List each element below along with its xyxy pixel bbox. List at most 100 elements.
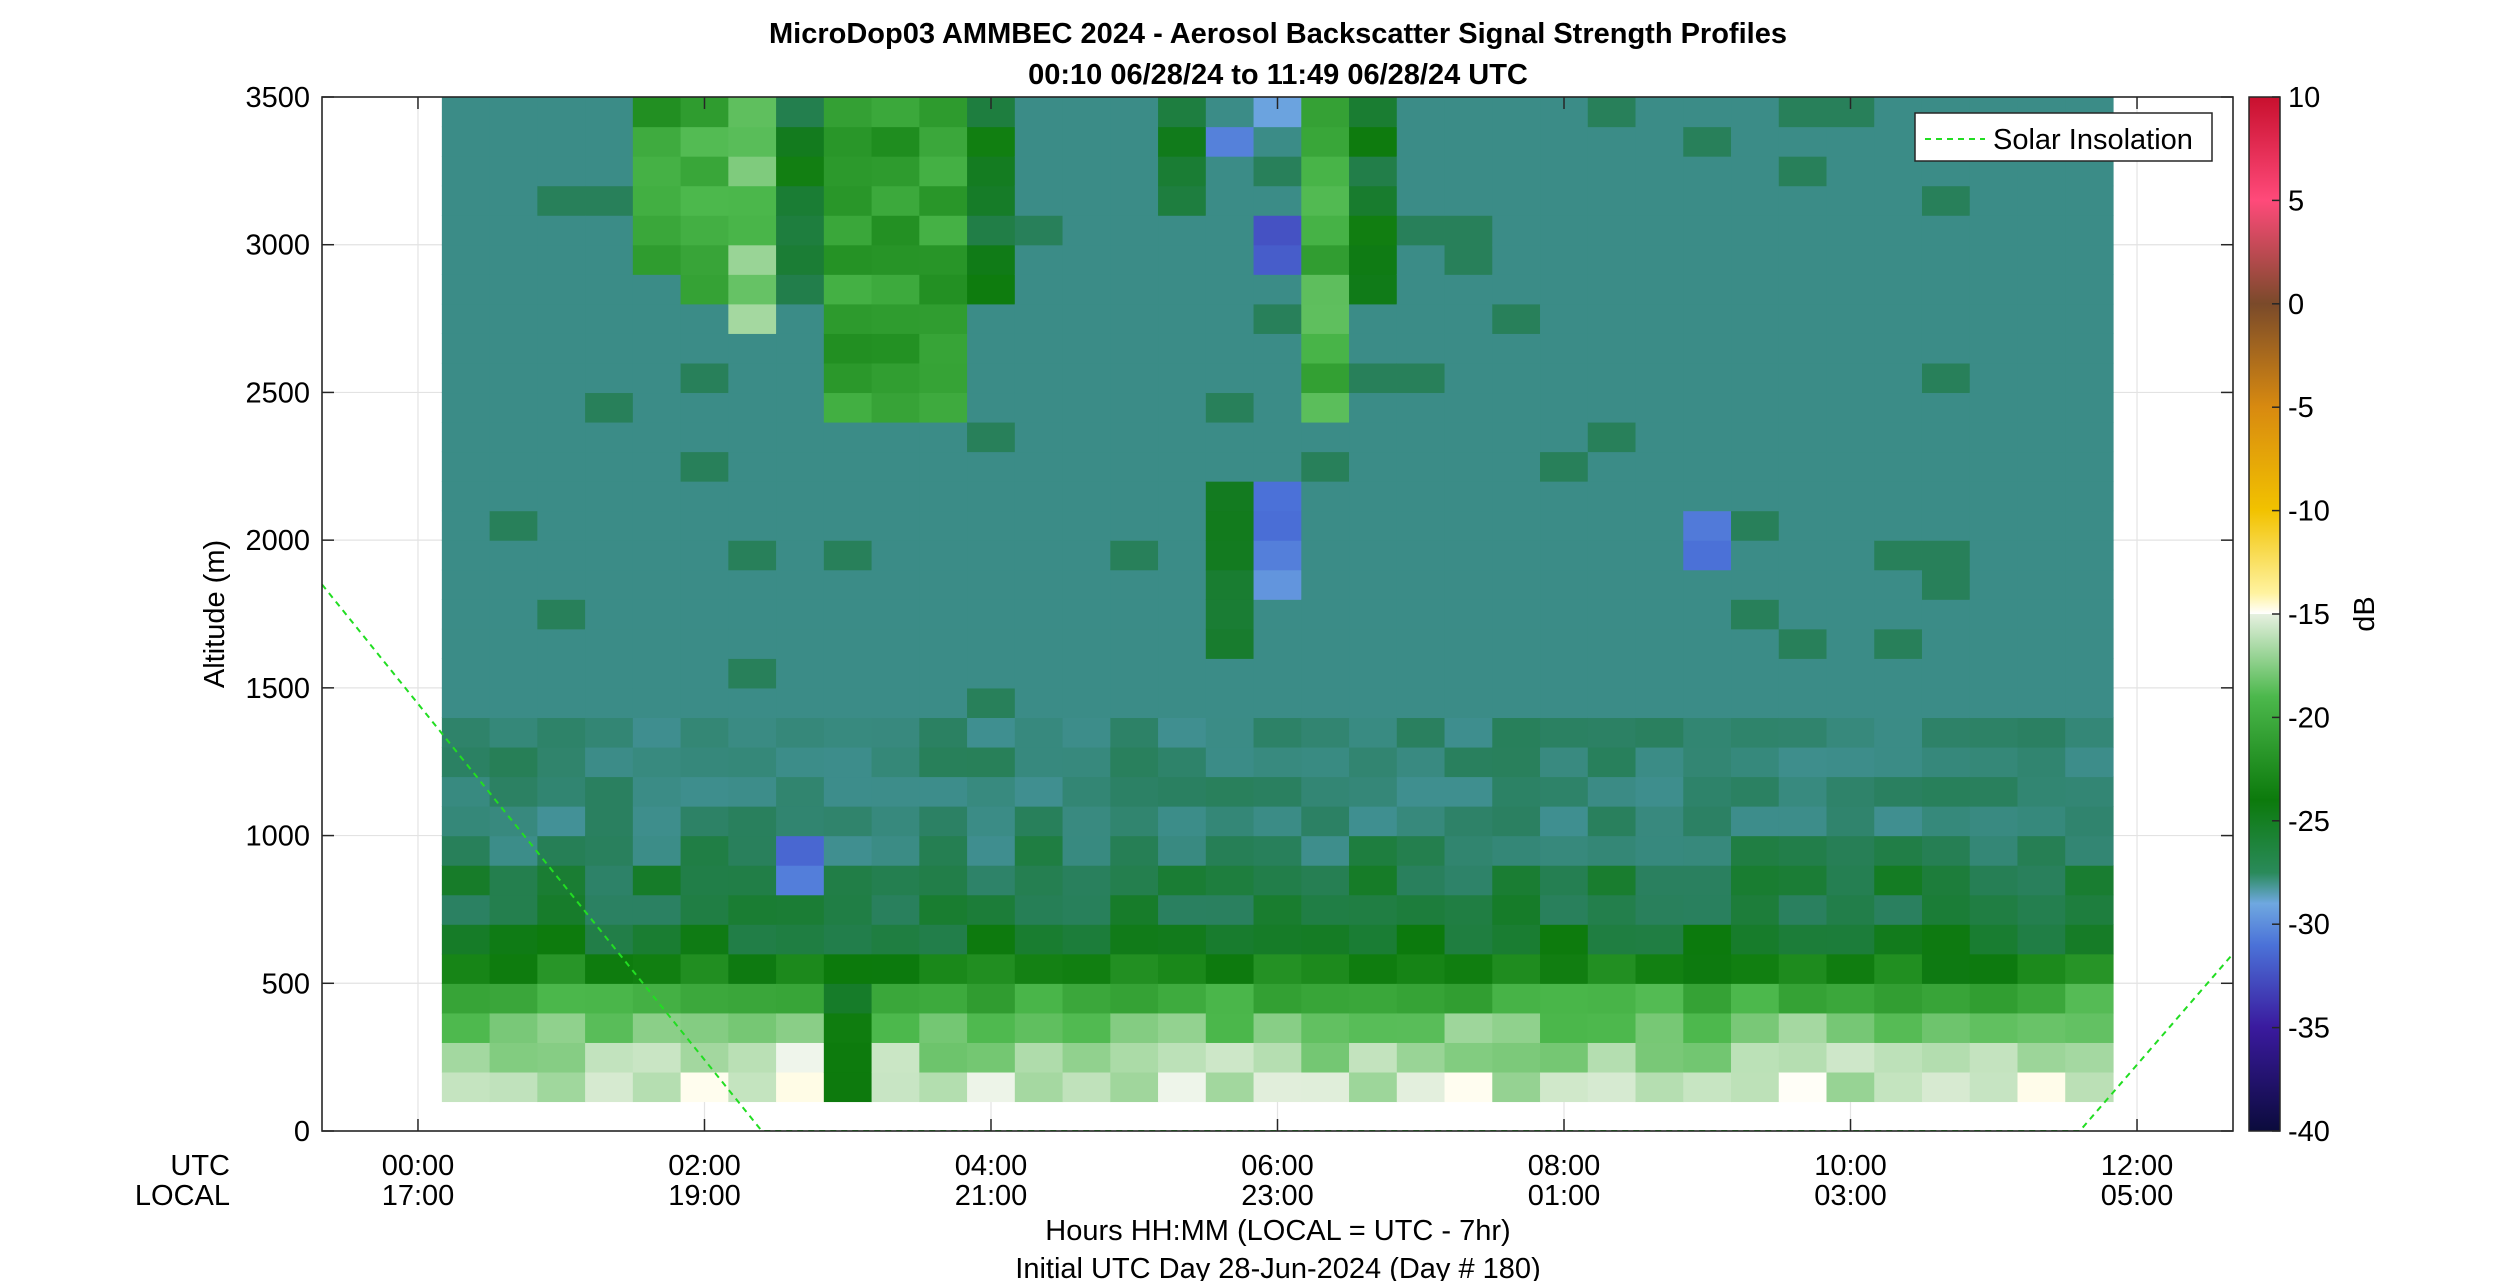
heatmap-cell — [585, 362, 634, 394]
heatmap-cell — [728, 776, 777, 807]
heatmap-cell — [919, 540, 968, 571]
heatmap-cell — [632, 303, 682, 334]
heatmap-cell — [537, 540, 586, 571]
heatmap-cell — [1540, 274, 1589, 305]
heatmap-cell — [919, 215, 968, 246]
heatmap-cell — [489, 599, 538, 630]
heatmap-cell — [1874, 835, 1923, 866]
heatmap-cell — [489, 1071, 538, 1103]
heatmap-cell — [1683, 1071, 1732, 1103]
heatmap-cell — [1396, 274, 1446, 305]
heatmap-cell — [1396, 1071, 1446, 1103]
heatmap-cell — [489, 244, 538, 275]
heatmap-cell — [585, 717, 634, 748]
heatmap-cell — [1253, 215, 1302, 246]
heatmap-cell — [1444, 362, 1493, 394]
heatmap-cell — [1158, 215, 1207, 246]
heatmap-cell — [2065, 687, 2114, 718]
heatmap-cell — [1683, 451, 1732, 482]
heatmap-cell — [1301, 392, 1350, 423]
heatmap-cell — [1110, 185, 1159, 216]
heatmap-cell — [1683, 392, 1732, 423]
heatmap-cell — [2017, 953, 2066, 984]
y-ticks: 0 500 1000 1500 2000 2500 3000 3500 — [245, 82, 2233, 1148]
heatmap-cell — [1253, 835, 1302, 866]
heatmap-cell — [1158, 510, 1207, 541]
heatmap-cell — [871, 451, 920, 482]
heatmap-cell — [1396, 392, 1446, 423]
heatmap-cell — [1731, 776, 1780, 807]
heatmap-cell — [823, 628, 873, 659]
colorbar-label: dB — [2349, 596, 2381, 631]
heatmap-cell — [1540, 953, 1589, 984]
heatmap-cell — [823, 215, 873, 246]
heatmap-cell — [823, 362, 873, 394]
heatmap-cell — [1921, 865, 1971, 896]
heatmap-cell — [1492, 362, 1541, 394]
heatmap-cell — [1349, 244, 1398, 275]
heatmap-cell — [1062, 658, 1111, 689]
heatmap-cell — [1349, 658, 1398, 689]
heatmap-cell — [1540, 1012, 1589, 1043]
heatmap-cell — [1349, 540, 1398, 571]
heatmap-cell — [871, 481, 920, 512]
heatmap-cell — [2065, 746, 2114, 778]
heatmap-cell — [1683, 806, 1732, 837]
heatmap-cell — [680, 1071, 729, 1103]
heatmap-cell — [489, 835, 538, 866]
heatmap-cell — [2017, 392, 2066, 423]
heatmap-cell — [1062, 97, 1111, 128]
heatmap-cell — [967, 1042, 1016, 1073]
heatmap-cell — [919, 421, 968, 453]
heatmap-cell — [1062, 569, 1111, 600]
heatmap-cell — [1014, 362, 1064, 394]
heatmap-cell — [1110, 156, 1159, 187]
heatmap-cell — [1062, 776, 1111, 807]
heatmap-cell — [776, 569, 825, 600]
heatmap-cell — [1874, 481, 1923, 512]
heatmap-cell — [1683, 362, 1732, 394]
heatmap-cell — [2065, 599, 2114, 630]
heatmap-cell — [1540, 628, 1589, 659]
heatmap-cell — [728, 421, 777, 453]
heatmap-cell — [2065, 835, 2114, 866]
heatmap-cell — [1826, 599, 1875, 630]
heatmap-cell — [1110, 776, 1159, 807]
heatmap-cell — [1731, 894, 1780, 925]
heatmap-cell — [1253, 658, 1302, 689]
heatmap-cell — [1444, 628, 1493, 659]
heatmap-cell — [1587, 1012, 1637, 1043]
heatmap-cell — [1492, 215, 1541, 246]
heatmap-cell — [1253, 303, 1302, 334]
heatmap-cell — [1158, 983, 1207, 1014]
heatmap-cell — [1014, 244, 1064, 275]
heatmap-cell — [2017, 274, 2066, 305]
heatmap-cell — [1205, 983, 1255, 1014]
heatmap-cell — [1635, 894, 1684, 925]
heatmap-cell — [728, 126, 777, 157]
heatmap-cell — [728, 274, 777, 305]
heatmap-cell — [1301, 628, 1350, 659]
heatmap-cell — [1587, 1042, 1637, 1073]
heatmap-cell — [1062, 362, 1111, 394]
heatmap-cell — [1826, 835, 1875, 866]
heatmap-cell — [537, 746, 586, 778]
heatmap-cell — [441, 126, 491, 157]
heatmap-cell — [1301, 806, 1350, 837]
heatmap-cell — [1540, 599, 1589, 630]
heatmap-cell — [1683, 215, 1732, 246]
heatmap-cell — [967, 658, 1016, 689]
heatmap-cell — [2065, 481, 2114, 512]
heatmap-cell — [1778, 746, 1828, 778]
heatmap-cell — [1874, 746, 1923, 778]
heatmap-cell — [1874, 1042, 1923, 1073]
heatmap-cell — [1778, 362, 1828, 394]
heatmap-cell — [1969, 983, 2019, 1014]
heatmap-cell — [2017, 333, 2066, 364]
heatmap-cell — [1205, 628, 1255, 659]
heatmap-cell — [489, 215, 538, 246]
heatmap-cell — [1969, 658, 2019, 689]
heatmap-cell — [1683, 865, 1732, 896]
heatmap-cell — [1778, 421, 1828, 453]
heatmap-cell — [2017, 1012, 2066, 1043]
